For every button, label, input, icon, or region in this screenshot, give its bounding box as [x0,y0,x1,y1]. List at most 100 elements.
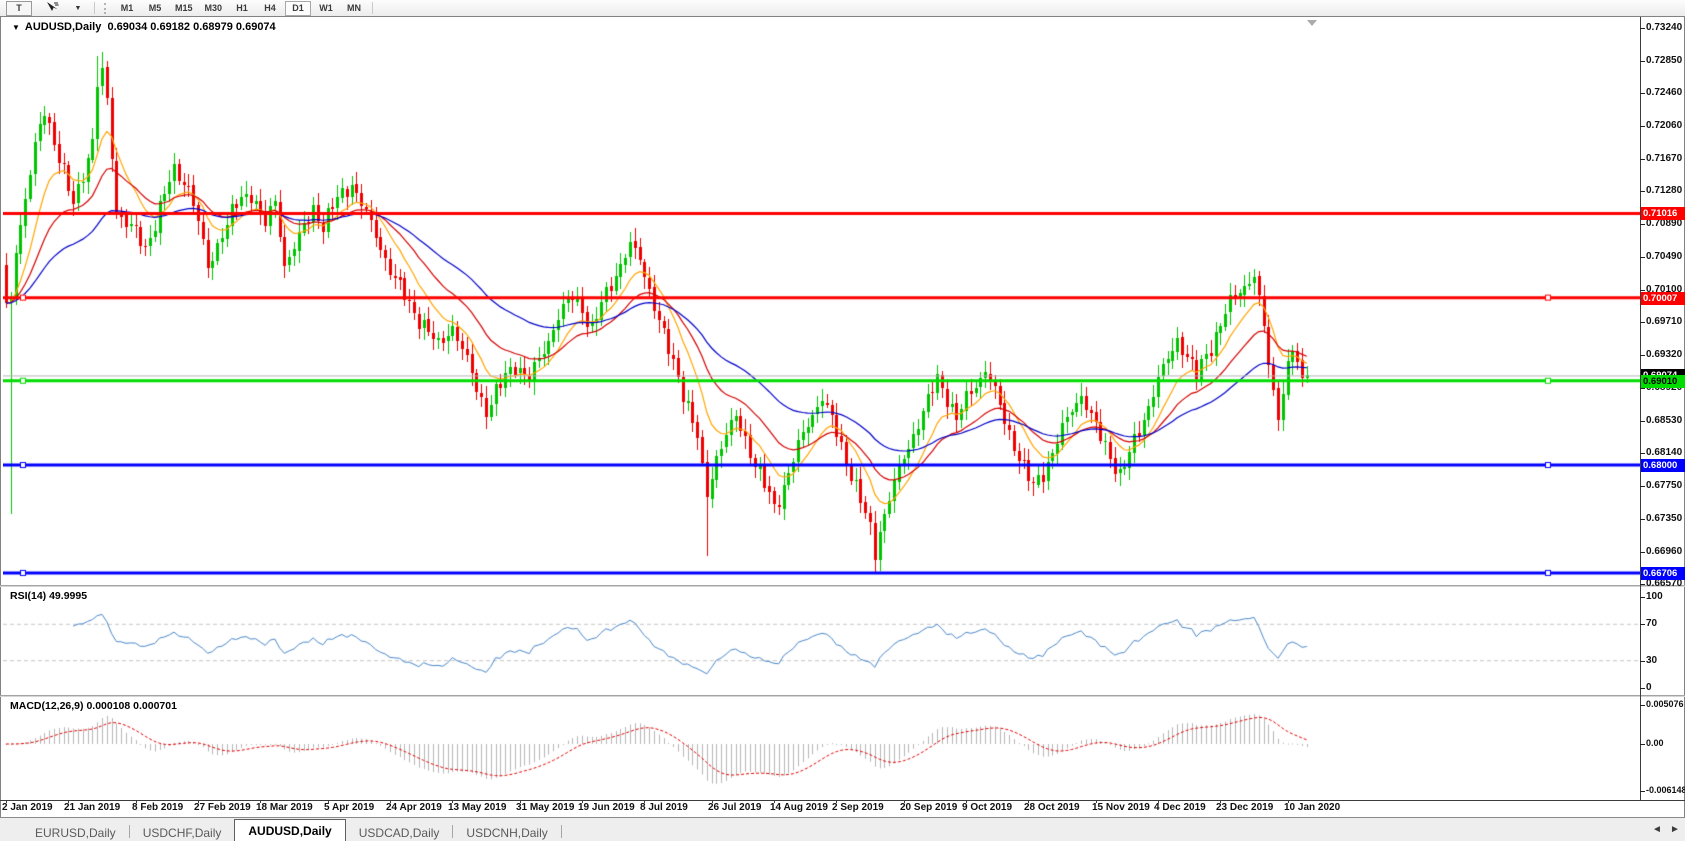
price-tick-mark [1640,486,1645,487]
rsi-tick-label: 0 [1646,682,1652,693]
date-label: 9 Oct 2019 [962,802,1013,813]
macd-tick-mark [1640,791,1645,792]
top-toolbar: T ▼ M1 M5 M15 M30 H1 H4 D1 W1 MN [0,0,1685,17]
timeframe-button-d1[interactable]: D1 [285,0,312,16]
date-tick-mark [1220,800,1221,803]
date-label: 8 Jul 2019 [640,802,688,813]
price-tick-label: 0.70100 [1646,284,1683,295]
price-tick-label: 0.71280 [1646,185,1683,196]
chart-tab-eurusd[interactable]: EURUSD,Daily [35,825,116,840]
date-tick-mark [452,800,453,803]
date-label: 21 Jan 2019 [64,802,121,813]
timeframe-button-mn[interactable]: MN [347,3,362,13]
price-tick-mark [1640,519,1645,520]
timeframe-button-m30[interactable]: M30 [204,3,223,13]
macd-tick-label: -0.006148 [1646,785,1685,795]
date-tick-mark [1158,800,1159,803]
price-tick-label: 0.69710 [1646,316,1683,327]
price-tick-mark [1640,257,1645,258]
date-label: 5 Apr 2019 [324,802,375,813]
rsi-tick-mark [1640,624,1645,625]
date-label: 13 May 2019 [448,802,507,813]
rsi-macd-separator[interactable] [0,695,1685,697]
macd-tick-label: 0.005076 [1646,699,1684,709]
main-rsi-separator[interactable] [0,585,1685,587]
cursor-tool-button[interactable] [39,1,65,16]
tabs-scroll-right-icon[interactable]: ► [1670,824,1680,835]
tabs-scroll-left-icon[interactable]: ◄ [1652,824,1662,835]
price-tick-label: 0.67750 [1646,480,1683,491]
price-tick-label: 0.66570 [1646,578,1683,589]
date-tick-mark [198,800,199,803]
date-label: 2 Sep 2019 [832,802,884,813]
price-tick-label: 0.67350 [1646,513,1683,524]
timeframe-button-h1[interactable]: H1 [236,3,248,13]
price-tick-mark [1640,453,1645,454]
timeframe-button-m1[interactable]: M1 [120,3,134,13]
chart-tab-usdchf[interactable]: USDCHF,Daily [142,825,222,840]
chart-ohlc-readout: 0.69034 0.69182 0.68979 0.69074 [107,21,276,33]
price-tick-mark [1640,159,1645,160]
timeframe-button-m5[interactable]: M5 [148,3,162,13]
date-tick-mark [6,800,7,803]
toolbar-separator-2 [372,2,374,14]
rsi-tick-label: 70 [1646,618,1658,629]
macd-tick-mark [1640,705,1645,706]
rsi-tick-label: 30 [1646,655,1658,666]
price-tick-label: 0.70890 [1646,218,1683,229]
date-label: 28 Oct 2019 [1024,802,1080,813]
date-label: 15 Nov 2019 [1092,802,1150,813]
tab-separator [560,825,562,838]
date-tick-mark [774,800,775,803]
price-tick-mark [1640,552,1645,553]
macd-tick-label: 0.00 [1646,738,1664,748]
price-tick-mark [1640,421,1645,422]
time-axis-border [0,800,1685,801]
rsi-tick-label: 100 [1646,591,1663,602]
price-tick-label: 0.73240 [1646,22,1683,33]
date-label: 2 Jan 2019 [2,802,53,813]
price-tick-mark [1640,322,1645,323]
toolbar-separator [94,2,95,14]
price-tick-label: 0.72460 [1646,87,1683,98]
price-tick-mark [1640,93,1645,94]
tab-separator [452,825,454,838]
chart-tab-usdcad[interactable]: USDCAD,Daily [358,825,440,840]
hline-price-label: 0.66706 [1641,567,1685,580]
price-tick-mark [1640,290,1645,291]
price-tick-mark [1640,61,1645,62]
tabbar-tabs: EURUSD,Daily USDCHF,Daily AUDUSD,Daily USDC… [22,818,562,841]
price-tick-label: 0.72060 [1646,120,1683,131]
chart-canvas[interactable] [3,19,1640,800]
text-tool-button[interactable]: T [6,0,32,16]
date-label: 8 Feb 2019 [132,802,184,813]
date-label: 26 Jul 2019 [708,802,762,813]
date-tick-mark [1028,800,1029,803]
chart-shift-marker[interactable] [1307,20,1317,26]
timeframe-button-w1[interactable]: W1 [319,3,333,13]
price-axis-border [1640,17,1641,801]
date-tick-mark [520,800,521,803]
date-tick-mark [966,800,967,803]
date-tick-mark [390,800,391,803]
chart-collapse-icon[interactable]: ▼ [12,23,20,32]
date-tick-mark [582,800,583,803]
date-label: 23 Dec 2019 [1216,802,1274,813]
price-tick-label: 0.68530 [1646,415,1683,426]
timeframe-button-m15[interactable]: M15 [175,3,193,13]
tool-dropdown-button[interactable]: ▼ [67,1,89,16]
price-tick-mark [1640,126,1645,127]
chart-tab-audusd[interactable]: AUDUSD,Daily [234,819,346,841]
chart-tab-usdcnh[interactable]: USDCNH,Daily [466,825,548,840]
date-label: 27 Feb 2019 [194,802,251,813]
date-tick-mark [328,800,329,803]
date-tick-mark [1096,800,1097,803]
date-label: 19 Jun 2019 [578,802,635,813]
price-tick-label: 0.70490 [1646,251,1683,262]
hline-price-label: 0.69010 [1641,375,1685,388]
date-label: 31 May 2019 [516,802,575,813]
timeframe-button-h4[interactable]: H4 [264,3,276,13]
date-tick-mark [260,800,261,803]
date-tick-mark [1288,800,1289,803]
